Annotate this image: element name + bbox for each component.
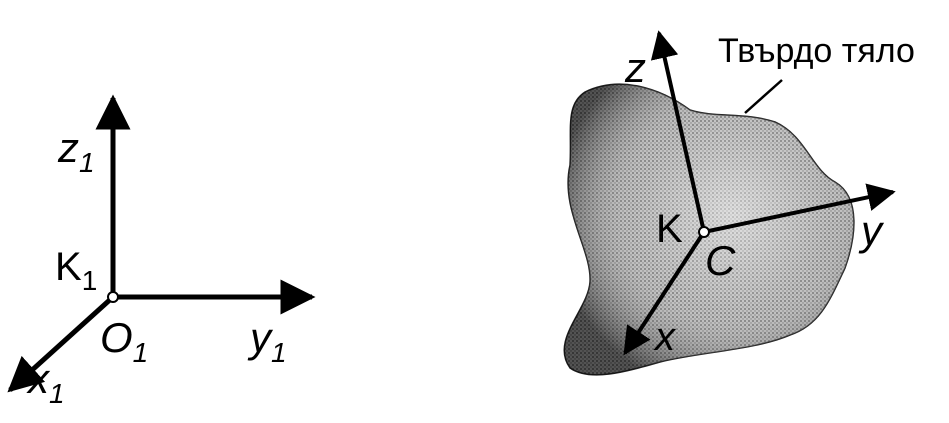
x1-axis	[7, 295, 115, 393]
left-frame: z1 K1 O1 y1 x1	[7, 94, 316, 409]
right-frame: z K C y x Твърдо тяло	[563, 30, 915, 376]
origin-o1-point	[107, 291, 119, 303]
y1-label: y1	[247, 314, 287, 368]
rigid-body-label: Твърдо тяло	[718, 32, 915, 70]
frame-k-label: K	[656, 207, 683, 251]
z-label: z	[624, 44, 646, 91]
center-c-point	[698, 226, 710, 238]
x1-label: x1	[26, 355, 65, 409]
z-axis	[650, 30, 706, 233]
x-label: x	[653, 315, 677, 359]
z1-label: z1	[57, 124, 95, 178]
center-c-label: C	[705, 237, 736, 284]
y-label: y	[858, 207, 885, 254]
body-label-leader	[744, 79, 783, 114]
y-axis	[703, 183, 896, 234]
origin-o1-label: O1	[100, 314, 148, 368]
x-axis	[623, 230, 706, 356]
frame-k1-label: K1	[55, 245, 97, 296]
